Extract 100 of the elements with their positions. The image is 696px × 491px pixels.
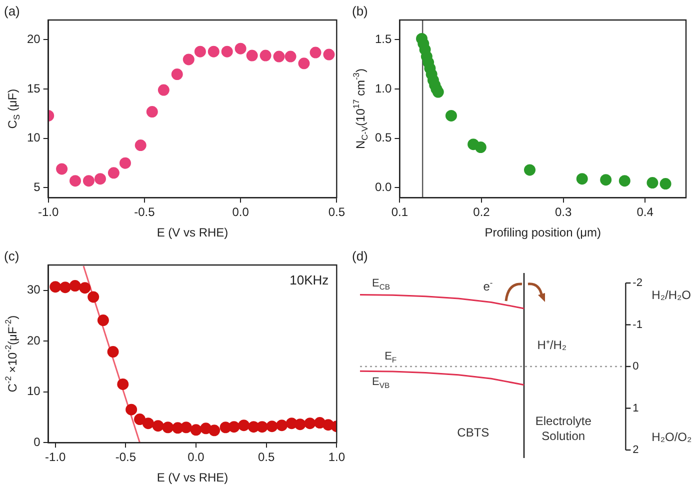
point [228,421,240,433]
point [171,68,183,80]
point [221,46,233,58]
point [474,142,486,154]
point [70,175,82,187]
point [180,422,192,434]
y-tick-label: 30 [26,282,41,297]
y-axis-title: CS (μF) [5,88,22,129]
y-tick-label: 15 [26,81,41,96]
x-tick-label: 0.0 [232,205,250,220]
point [208,46,220,58]
y-tick-label: 10 [26,130,41,145]
x-tick-label: 0.4 [636,205,654,220]
y-tick-label: 20 [26,32,41,46]
x-tick-label: -1.0 [45,450,66,464]
point [432,86,444,98]
point [82,175,94,187]
point [445,110,457,122]
x-tick-label: -0.5 [115,450,136,464]
x-tick-label: 0.1 [391,205,408,220]
point [117,378,129,390]
point [134,140,146,152]
point [256,421,268,433]
point [323,48,335,60]
text: H₂O/O₂ [652,430,692,444]
y-tick-label: 1.5 [374,32,392,46]
x-axis-title: E (V vs RHE) [156,470,228,484]
chart-title: (d) [352,248,368,264]
y-tick-label: 10 [26,384,41,398]
point [158,84,170,96]
point [119,157,131,169]
point [69,280,81,292]
point [266,420,278,432]
x-tick-label: -0.5 [134,205,156,220]
point [276,420,288,432]
point [194,46,206,58]
y-axis-title: C-2 ×10-2(μF-2) [3,315,20,392]
chart-title: (b) [352,4,368,19]
point [600,174,612,186]
annotation: 10KHz [290,272,329,288]
x-axis-title: Profiling position (μm) [484,225,601,240]
point [152,420,164,432]
x-tick-label: 0.5 [328,205,346,220]
point [56,163,68,175]
point [646,177,658,189]
text: H₂/H₂O [652,288,692,302]
y-tick-label: 2 [632,444,639,456]
chart-title: (a) [4,4,20,19]
chart-title: (c) [4,248,20,264]
point [79,282,91,294]
point [524,164,536,176]
point [294,418,306,430]
point [97,314,109,326]
y-tick-label: -2 [632,277,642,290]
point [618,175,630,187]
y-tick-label: 1 [632,402,639,414]
point [238,420,250,432]
point [94,173,106,185]
point [190,424,202,436]
point [298,58,310,70]
point [310,46,322,58]
point [88,291,100,303]
y-tick-label: 20 [26,333,41,348]
point [660,178,672,190]
point [50,281,62,293]
annotation: Electrolyte Solution [535,414,592,443]
point [59,282,71,294]
point [107,346,119,358]
x-tick-label: 0.2 [473,205,490,220]
x-tick-label: 0.0 [188,450,205,464]
y-tick-label: 0.5 [374,130,392,145]
x-axis-title: E (V vs RHE) [156,225,228,240]
point [182,54,194,66]
annotation: e- [483,277,493,294]
point [208,424,220,436]
x-tick-label: 0.3 [554,205,572,220]
point [126,404,138,416]
point [304,418,316,430]
point [162,422,174,434]
x-tick-label: -1.0 [38,205,60,220]
y-tick-label: 5 [34,180,41,194]
point [273,50,285,62]
y-tick-label: 0 [34,434,41,449]
annotation: CBTS [457,426,490,440]
y-axis-title: NC-V(1017 cm-3) [351,68,370,150]
y-tick-label: 0 [632,360,639,373]
x-tick-label: 0.5 [258,450,276,464]
point [246,50,258,62]
point [576,173,588,185]
y-tick-label: 1.0 [374,81,392,96]
point [260,50,272,62]
y-tick-label: 0.0 [374,180,392,194]
y-tick-label: -1 [632,318,642,331]
annotation: H⁺/H₂ [537,338,567,352]
point [146,106,158,118]
point [284,50,296,62]
point [234,42,246,54]
x-tick-label: 1.0 [328,450,346,464]
point [108,167,120,179]
point [142,418,154,430]
